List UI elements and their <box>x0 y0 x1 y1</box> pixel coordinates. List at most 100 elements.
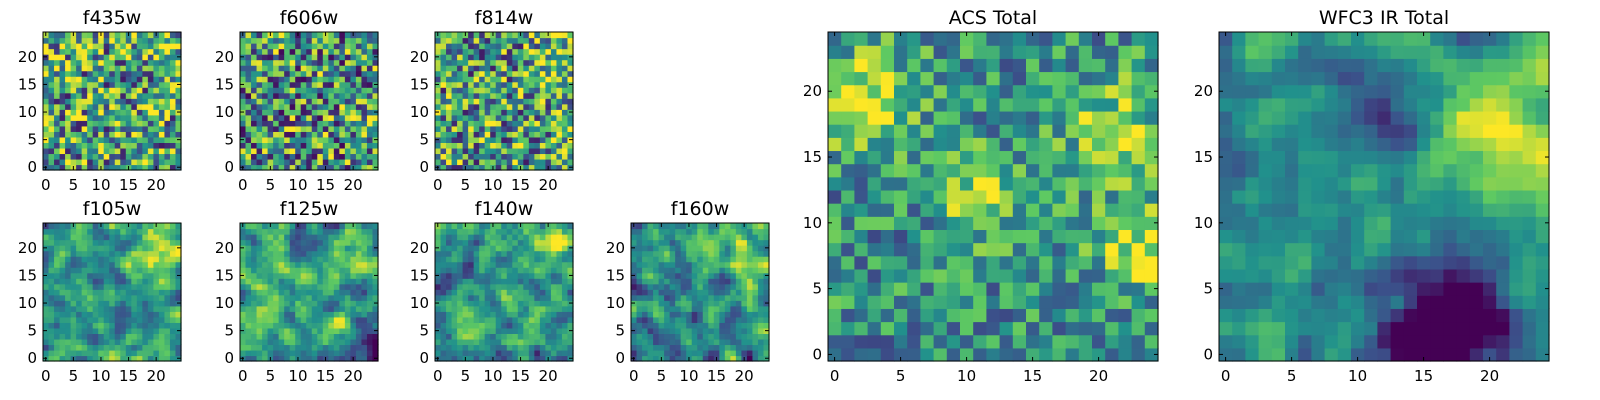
heatmap-cell <box>98 239 105 246</box>
heatmap-cell <box>328 147 335 155</box>
heatmap-cell <box>245 322 252 329</box>
heatmap-cell <box>103 114 110 121</box>
heatmap-cell <box>479 131 486 138</box>
heatmap-cell <box>479 272 486 279</box>
heatmap-cell <box>98 316 105 323</box>
heatmap-cell <box>109 142 116 149</box>
heatmap-cell <box>1105 163 1119 178</box>
heatmap-cell <box>267 136 274 143</box>
heatmap-cell <box>109 228 116 235</box>
heatmap-cell <box>894 229 908 244</box>
heatmap-cell <box>501 283 508 290</box>
heatmap-cell <box>669 338 676 346</box>
heatmap-cell <box>686 344 693 351</box>
heatmap-cell <box>131 43 138 50</box>
heatmap-cell <box>114 70 121 77</box>
heatmap-cell <box>960 268 974 283</box>
heatmap-cell <box>746 327 754 334</box>
heatmap-cell <box>147 289 154 296</box>
heatmap-cell <box>262 322 269 329</box>
heatmap-cell <box>81 43 88 50</box>
heatmap-cell <box>147 54 154 61</box>
heatmap-cell <box>136 239 143 246</box>
heatmap-cell <box>647 322 654 329</box>
heatmap-cell <box>164 272 171 279</box>
heatmap-cell <box>92 114 99 121</box>
heatmap-cell <box>658 245 665 252</box>
heatmap-cell <box>1118 163 1133 178</box>
heatmap-cell <box>48 322 55 329</box>
heatmap-cell <box>719 261 726 268</box>
heatmap-cell <box>631 234 638 241</box>
heatmap-cell <box>147 322 154 329</box>
heatmap-cell <box>366 125 374 132</box>
heatmap-cell <box>752 355 759 362</box>
heatmap-cell <box>867 163 882 178</box>
heatmap-cell <box>361 43 368 50</box>
heatmap-cell <box>680 305 687 312</box>
heatmap-cell <box>284 289 291 296</box>
heatmap-cell <box>999 150 1014 165</box>
heatmap-cell <box>300 98 307 105</box>
heatmap-cell <box>48 261 55 268</box>
heatmap-cell <box>517 153 524 160</box>
heatmap-cell <box>273 278 280 285</box>
heatmap-cell <box>103 228 110 235</box>
heatmap-cell <box>539 59 546 66</box>
heatmap-cell <box>724 272 731 279</box>
heatmap-cell <box>339 54 346 61</box>
heatmap-cell <box>501 272 508 279</box>
heatmap-cell <box>451 87 458 94</box>
heatmap-cell <box>328 333 335 340</box>
heatmap-cell <box>317 48 324 55</box>
heatmap-cell <box>435 76 442 83</box>
heatmap-cell <box>158 289 166 296</box>
heatmap-cell <box>664 349 671 357</box>
heatmap-cell <box>501 344 508 351</box>
heatmap-cell <box>653 283 660 290</box>
heatmap-cell <box>114 76 121 83</box>
heatmap-cell <box>76 153 83 160</box>
heatmap-cell <box>333 283 340 290</box>
heatmap-cell <box>490 142 497 149</box>
heatmap-cell <box>451 70 458 77</box>
heatmap-cell <box>164 158 171 166</box>
heatmap-cell <box>484 54 491 61</box>
heatmap-cell <box>669 250 676 257</box>
heatmap-cell <box>763 283 770 290</box>
heatmap-cell <box>289 114 296 121</box>
heatmap-cell <box>125 136 132 143</box>
heatmap-cell <box>567 48 574 55</box>
heatmap-cell <box>142 103 149 110</box>
heatmap-cell <box>501 228 508 235</box>
heatmap-cell <box>647 256 654 263</box>
heatmap-cell <box>691 316 698 323</box>
heatmap-cell <box>854 203 869 217</box>
heatmap-cell <box>289 234 296 241</box>
heatmap-cell <box>534 147 541 155</box>
heatmap-cell <box>528 234 535 241</box>
y-tick-label: 15 <box>606 266 625 284</box>
heatmap-cell <box>506 283 513 290</box>
heatmap-cell <box>686 234 693 241</box>
heatmap-cell <box>147 245 154 252</box>
heatmap-cell <box>534 322 541 329</box>
heatmap-cell <box>457 43 464 50</box>
heatmap-cell <box>311 59 318 66</box>
heatmap-cell <box>708 245 715 252</box>
heatmap-cell <box>311 92 318 99</box>
heatmap-cell <box>366 120 374 127</box>
heatmap-cell <box>473 131 480 138</box>
heatmap-cell <box>462 125 469 132</box>
heatmap-cell <box>284 125 291 132</box>
heatmap-cell <box>59 322 66 329</box>
heatmap-cell <box>81 272 88 279</box>
heatmap-cell <box>567 98 574 105</box>
heatmap-cell <box>59 294 66 301</box>
heatmap-cell <box>361 294 368 301</box>
heatmap-cell <box>103 300 110 307</box>
heatmap-cell <box>43 131 50 138</box>
heatmap-cell <box>267 81 274 88</box>
heatmap-cell <box>675 278 682 285</box>
